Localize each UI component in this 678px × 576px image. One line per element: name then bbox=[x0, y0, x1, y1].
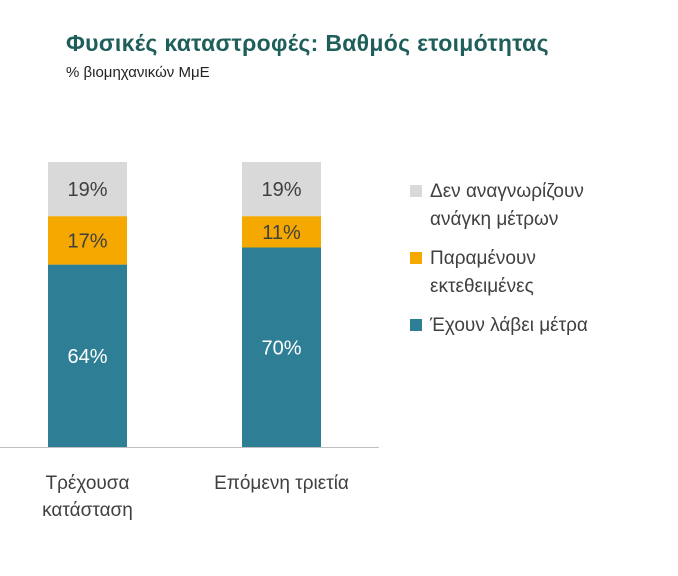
legend-item-exposed: Παραμένουν εκτεθειμένες bbox=[410, 245, 660, 300]
bar-exposed-1 bbox=[48, 216, 127, 265]
legend-label-measures: Έχουν λάβει μέτρα bbox=[430, 315, 588, 337]
data-label-unaware-1: 19% bbox=[67, 179, 107, 201]
x-tick-label-2-line-1: Επόμενη τριετία bbox=[214, 473, 349, 494]
x-tick-label-1-line-2: κατάσταση bbox=[42, 500, 133, 521]
x-tick-label-1-line-1: Τρέχουσα bbox=[45, 473, 129, 494]
chart-title: Φυσικές καταστροφές: Βαθμός ετοιμότητας bbox=[66, 30, 549, 56]
data-label-measures-2: 70% bbox=[261, 337, 301, 359]
data-label-unaware-2: 19% bbox=[261, 179, 301, 201]
legend-item-measures: Έχουν λάβει μέτρα bbox=[410, 312, 660, 340]
legend-item-unaware: Δεν αναγνωρίζουν ανάγκη μέτρων bbox=[410, 178, 660, 233]
bar-measures-1 bbox=[48, 264, 127, 447]
legend-swatch-unaware bbox=[410, 185, 422, 197]
data-label-exposed-1: 17% bbox=[67, 230, 107, 252]
legend-swatch-exposed bbox=[410, 252, 422, 265]
bar-unaware-1 bbox=[48, 162, 127, 217]
legend-label-unaware: Δεν αναγνωρίζουν ανάγκη μέτρων bbox=[430, 181, 584, 230]
chart-subtitle: % βιομηχανικών ΜμΕ bbox=[66, 64, 210, 81]
data-label-exposed-2: 11% bbox=[262, 222, 301, 244]
data-label-measures-1: 64% bbox=[67, 346, 107, 368]
bar-exposed-2 bbox=[242, 216, 321, 248]
bar-unaware-2 bbox=[242, 162, 321, 217]
bar-measures-2 bbox=[242, 247, 321, 447]
legend: Δεν αναγνωρίζουν ανάγκη μέτρων Παραμένουν… bbox=[410, 178, 660, 352]
legend-label-exposed: Παραμένουν εκτεθειμένες bbox=[430, 248, 536, 297]
legend-swatch-measures bbox=[410, 319, 422, 332]
